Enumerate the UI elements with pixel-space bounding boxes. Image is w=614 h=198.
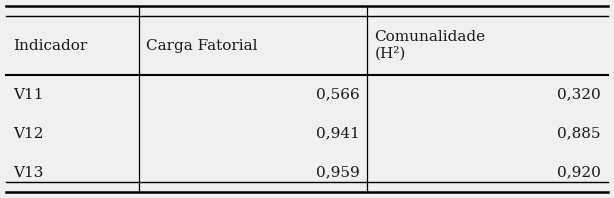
Text: 0,566: 0,566 bbox=[316, 88, 360, 102]
Text: 0,320: 0,320 bbox=[557, 88, 600, 102]
Text: Comunalidade
(H²): Comunalidade (H²) bbox=[375, 30, 486, 61]
Text: Carga Fatorial: Carga Fatorial bbox=[146, 39, 257, 52]
Text: 0,959: 0,959 bbox=[316, 166, 360, 180]
Text: V12: V12 bbox=[14, 127, 44, 141]
Text: Indicador: Indicador bbox=[14, 39, 88, 52]
Text: 0,885: 0,885 bbox=[557, 127, 600, 141]
Text: V11: V11 bbox=[14, 88, 44, 102]
Text: 0,920: 0,920 bbox=[557, 166, 600, 180]
Text: 0,941: 0,941 bbox=[316, 127, 360, 141]
Text: V13: V13 bbox=[14, 166, 44, 180]
